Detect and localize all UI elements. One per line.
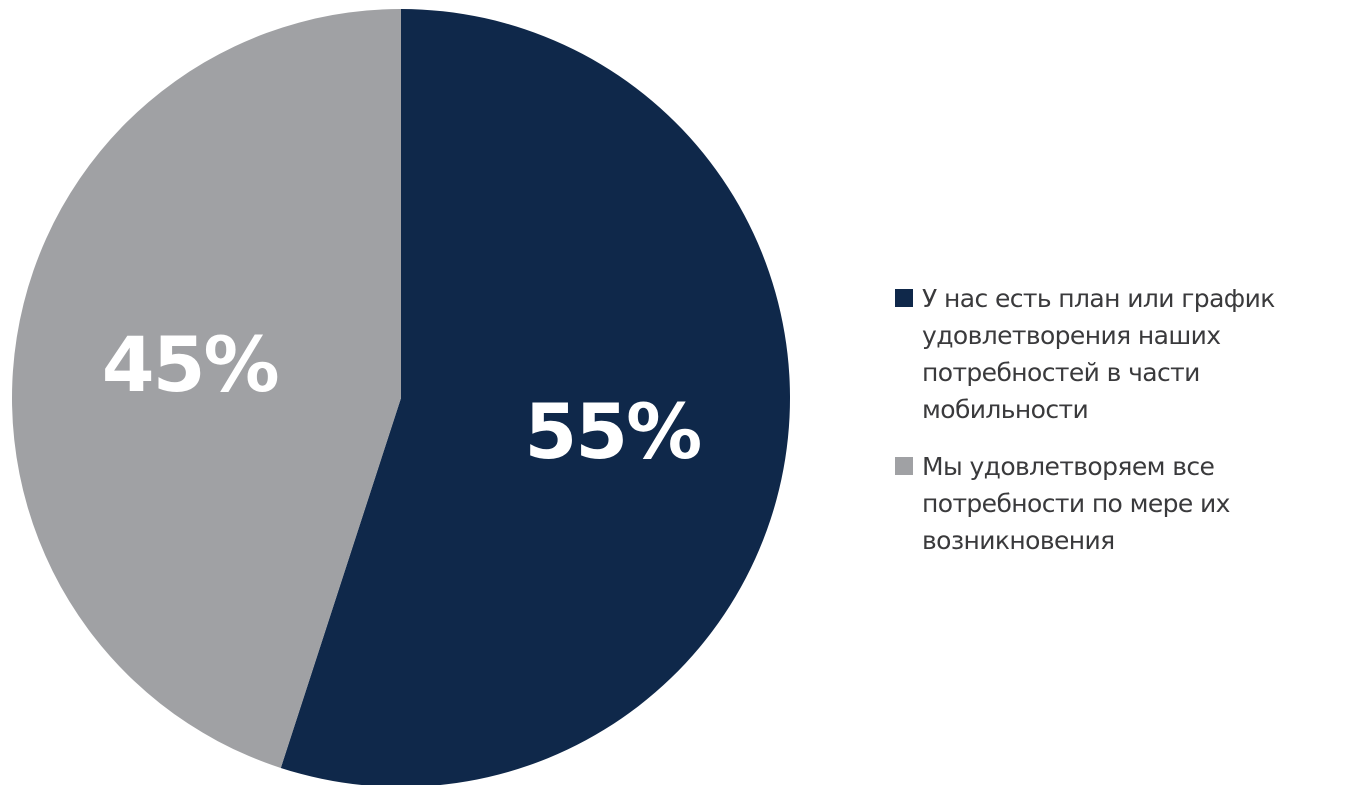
legend-line: удовлетворения наших xyxy=(922,321,1221,350)
legend-item-plan: У нас есть план или график удовлетворени… xyxy=(895,280,1345,428)
legend-line: У нас есть план или график xyxy=(922,284,1275,313)
legend-label-plan: У нас есть план или график удовлетворени… xyxy=(922,280,1345,428)
pie-slice-label: 45% xyxy=(102,320,278,409)
pie-chart: 55% 45% xyxy=(12,9,790,785)
pie-slice-labels: 55% 45% xyxy=(102,320,703,476)
legend-label-as-needed: Мы удовлетворяем все потребности по мере… xyxy=(922,448,1230,559)
legend-line: Мы удовлетворяем все xyxy=(922,452,1215,481)
legend-line: потребностей в части мобильности xyxy=(922,358,1200,424)
pie-slices xyxy=(12,9,790,785)
pie-slice xyxy=(280,9,790,785)
legend-line: возникновения xyxy=(922,526,1115,555)
legend: У нас есть план или график удовлетворени… xyxy=(895,280,1345,579)
legend-line: потребности по мере их xyxy=(922,489,1230,518)
legend-item-as-needed: Мы удовлетворяем все потребности по мере… xyxy=(895,448,1345,559)
legend-swatch-as-needed xyxy=(895,457,913,475)
legend-swatch-plan xyxy=(895,289,913,307)
pie-slice xyxy=(12,9,402,768)
pie-slice-label: 55% xyxy=(524,387,700,476)
